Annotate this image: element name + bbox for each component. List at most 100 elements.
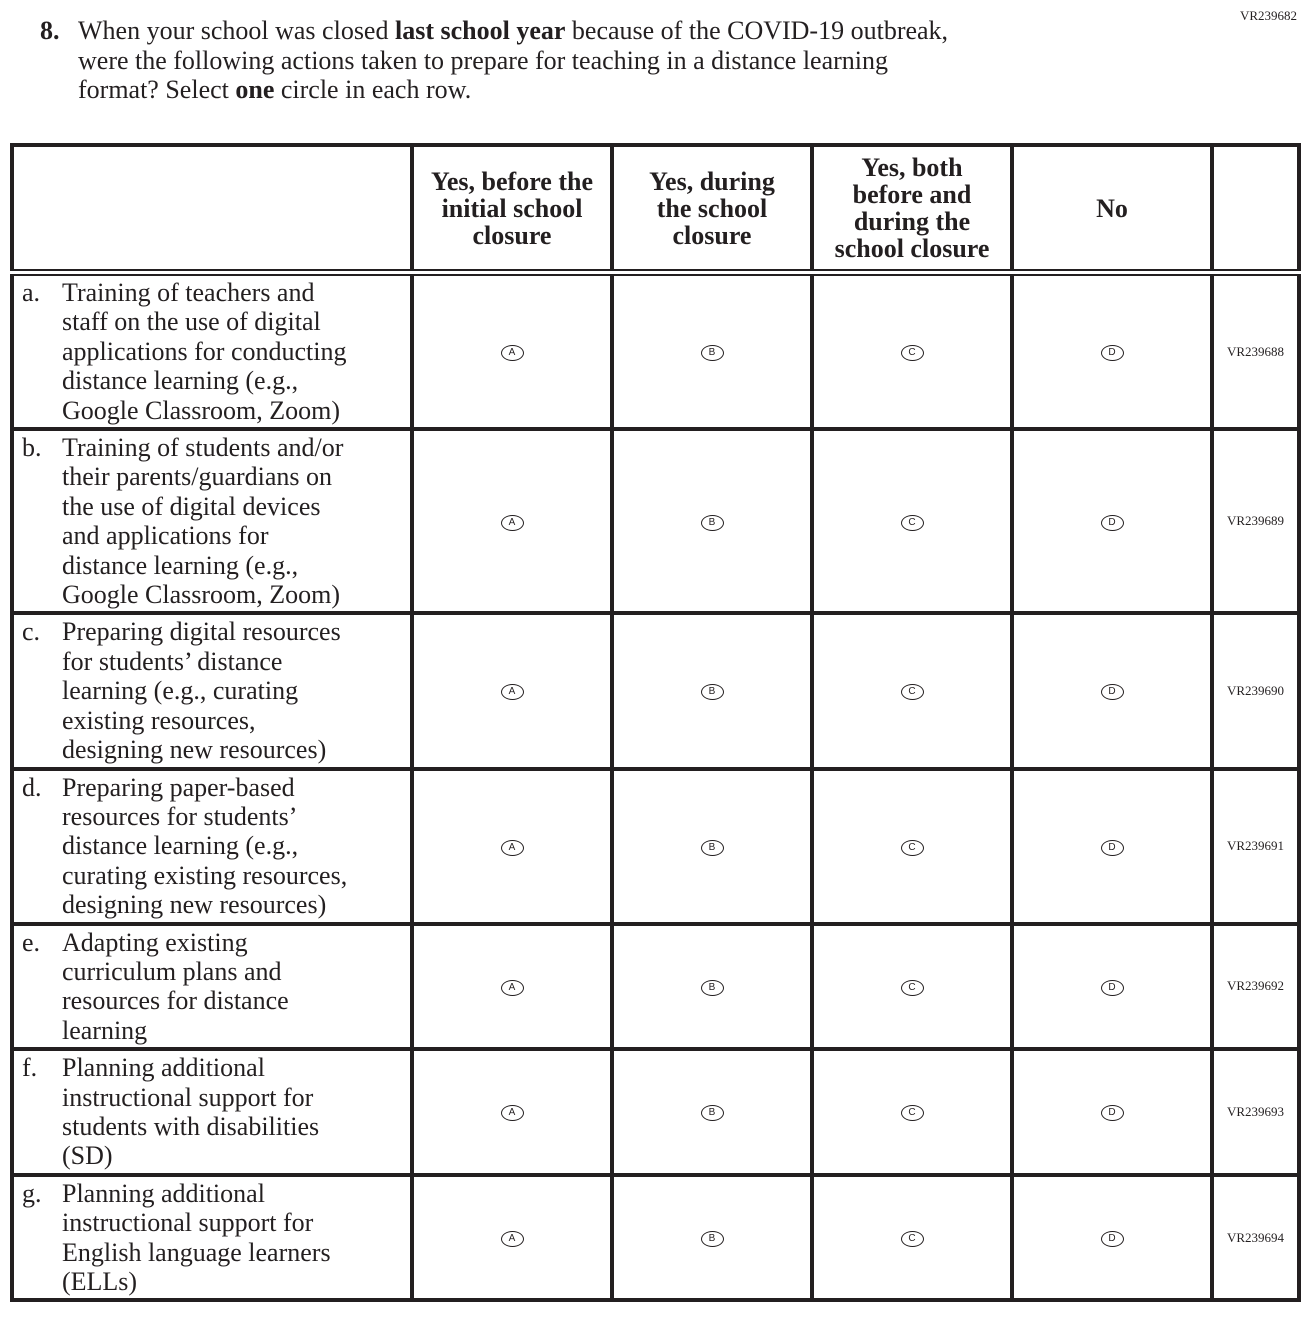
radio-option-c[interactable]: C <box>900 1231 924 1248</box>
item-letter: e. <box>22 927 41 957</box>
item-label: d. Preparing paper-based resources for st… <box>10 766 414 926</box>
item-code: VR239691 <box>1210 766 1301 926</box>
option-cell: A <box>410 1172 614 1303</box>
option-cell: B <box>610 1172 814 1303</box>
option-cell: B <box>610 766 814 926</box>
radio-option-b[interactable]: B <box>700 684 724 701</box>
header-item <box>10 143 414 276</box>
radio-option-c[interactable]: C <box>900 514 924 531</box>
radio-option-a[interactable]: A <box>500 345 524 362</box>
radio-option-d[interactable]: D <box>1100 1231 1124 1248</box>
question-number: 8. <box>40 16 60 45</box>
item-label: c. Preparing digital resources for studen… <box>10 611 414 771</box>
option-cell: C <box>810 611 1014 771</box>
option-cell: C <box>810 270 1014 432</box>
option-cell: C <box>810 1172 1014 1303</box>
item-label: b. Training of students and/or their pare… <box>10 427 414 616</box>
radio-option-b[interactable]: B <box>700 1231 724 1248</box>
option-cell: A <box>410 1047 614 1177</box>
table-row: e. Adapting existing curriculum plans and… <box>10 921 1301 1052</box>
option-cell: D <box>1010 270 1214 432</box>
item-letter: b. <box>22 433 42 463</box>
item-text: Adapting existing curriculum plans and r… <box>62 927 289 1045</box>
option-cell: C <box>810 921 1014 1052</box>
radio-option-d[interactable]: D <box>1100 684 1124 701</box>
radio-option-d[interactable]: D <box>1100 1105 1124 1122</box>
item-code: VR239693 <box>1210 1047 1301 1177</box>
item-text: Training of students and/or their parent… <box>62 433 344 610</box>
option-cell: D <box>1010 611 1214 771</box>
option-cell: A <box>410 611 614 771</box>
radio-option-b[interactable]: B <box>700 839 724 856</box>
radio-option-b[interactable]: B <box>700 1105 724 1122</box>
option-cell: B <box>610 427 814 616</box>
option-cell: B <box>610 270 814 432</box>
radio-option-c[interactable]: C <box>900 839 924 856</box>
table-row: d. Preparing paper-based resources for st… <box>10 766 1301 926</box>
question-text: When your school was closed last school … <box>78 16 949 104</box>
item-code: VR239694 <box>1210 1172 1301 1303</box>
item-text: Preparing digital resources for students… <box>62 617 341 765</box>
option-cell: D <box>1010 766 1214 926</box>
table-row: g. Planning additional instructional supp… <box>10 1172 1301 1303</box>
item-label: e. Adapting existing curriculum plans and… <box>10 921 414 1052</box>
radio-option-b[interactable]: B <box>700 514 724 531</box>
radio-option-a[interactable]: A <box>500 839 524 856</box>
header-col-b: Yes, during the school closure <box>610 143 814 276</box>
item-code: VR239692 <box>1210 921 1301 1052</box>
option-cell: D <box>1010 921 1214 1052</box>
option-cell: B <box>610 921 814 1052</box>
option-cell: D <box>1010 427 1214 616</box>
item-text: Planning additional instructional suppor… <box>62 1178 331 1296</box>
radio-option-d[interactable]: D <box>1100 839 1124 856</box>
item-code: VR239690 <box>1210 611 1301 771</box>
radio-option-d[interactable]: D <box>1100 979 1124 996</box>
emphasis-last-school-year: last school year <box>394 16 566 45</box>
header-col-a: Yes, before the initial school closure <box>410 143 614 276</box>
item-label: a. Training of teachers and staff on the … <box>10 270 414 432</box>
item-label: f. Planning additional instructional supp… <box>10 1047 414 1177</box>
header-code <box>1210 143 1301 276</box>
item-letter: f. <box>22 1053 38 1083</box>
option-cell: D <box>1010 1172 1214 1303</box>
radio-option-c[interactable]: C <box>900 979 924 996</box>
radio-option-c[interactable]: C <box>900 1105 924 1122</box>
radio-option-d[interactable]: D <box>1100 345 1124 362</box>
header-col-c: Yes, both before and during the school c… <box>810 143 1014 276</box>
emphasis-one: one <box>235 75 275 104</box>
item-text: Planning additional instructional suppor… <box>62 1053 320 1171</box>
option-cell: D <box>1010 1047 1214 1177</box>
radio-option-a[interactable]: A <box>500 514 524 531</box>
item-text: Preparing paper-based resources for stud… <box>62 772 348 920</box>
radio-option-c[interactable]: C <box>900 684 924 701</box>
table-row: c. Preparing digital resources for studen… <box>10 611 1301 771</box>
radio-option-a[interactable]: A <box>500 979 524 996</box>
radio-option-c[interactable]: C <box>900 345 924 362</box>
radio-option-b[interactable]: B <box>700 345 724 362</box>
radio-option-b[interactable]: B <box>700 979 724 996</box>
item-text: Training of teachers and staff on the us… <box>62 278 347 425</box>
radio-option-d[interactable]: D <box>1100 514 1124 531</box>
item-label: g. Planning additional instructional supp… <box>10 1172 414 1303</box>
option-cell: C <box>810 427 1014 616</box>
item-code: VR239689 <box>1210 427 1301 616</box>
form-id: VR239682 <box>1239 8 1297 23</box>
radio-option-a[interactable]: A <box>500 684 524 701</box>
table-row: b. Training of students and/or their pare… <box>10 427 1301 616</box>
option-cell: A <box>410 427 614 616</box>
table-row: a. Training of teachers and staff on the … <box>10 270 1301 432</box>
option-cell: A <box>410 270 614 432</box>
option-cell: C <box>810 766 1014 926</box>
option-cell: A <box>410 766 614 926</box>
item-letter: g. <box>22 1178 42 1208</box>
table-row: f. Planning additional instructional supp… <box>10 1047 1301 1177</box>
header-col-d: No <box>1010 143 1214 276</box>
item-letter: d. <box>22 772 42 802</box>
radio-option-a[interactable]: A <box>500 1231 524 1248</box>
radio-option-a[interactable]: A <box>500 1105 524 1122</box>
item-letter: a. <box>22 278 41 307</box>
option-cell: B <box>610 1047 814 1177</box>
option-cell: A <box>410 921 614 1052</box>
header-row: Yes, before the initial school closure Y… <box>10 143 1301 276</box>
response-grid: Yes, before the initial school closure Y… <box>10 143 1301 1303</box>
